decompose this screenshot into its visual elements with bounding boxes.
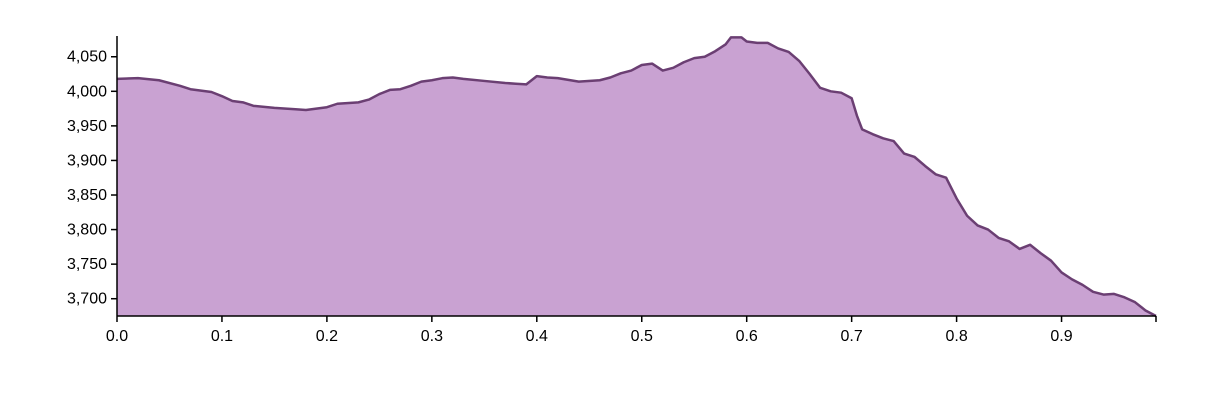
axes-layer: 3,700 3,750 3,800 3,850 3,900 3,950 4,000 4,050… — [67, 36, 1157, 345]
y-tick-label: 4,050 — [67, 49, 107, 66]
y-tick-label: 4,000 — [67, 83, 107, 100]
x-tick-label: 0.3 — [421, 328, 443, 345]
x-tick-label: 0.5 — [631, 328, 653, 345]
x-tick-label: 0.0 — [106, 328, 128, 345]
x-tick-label: 0.7 — [841, 328, 863, 345]
x-tick-label: 0.8 — [945, 328, 967, 345]
area-layer — [116, 36, 1157, 318]
y-tick-label: 3,950 — [67, 118, 107, 135]
y-tick-label: 3,800 — [67, 222, 107, 239]
x-tick-label: 0.6 — [736, 328, 758, 345]
x-tick-label: 0.2 — [316, 328, 338, 345]
y-tick-label: 3,900 — [67, 152, 107, 169]
x-tick-label: 0.9 — [1050, 328, 1072, 345]
area-fill — [117, 37, 1156, 316]
y-tick-label: 3,750 — [67, 256, 107, 273]
x-tick-label: 0.1 — [211, 328, 233, 345]
y-tick-label: 3,850 — [67, 187, 107, 204]
y-tick-label: 3,700 — [67, 291, 107, 308]
area-line — [116, 36, 1157, 318]
x-tick-label: 0.4 — [526, 328, 548, 345]
